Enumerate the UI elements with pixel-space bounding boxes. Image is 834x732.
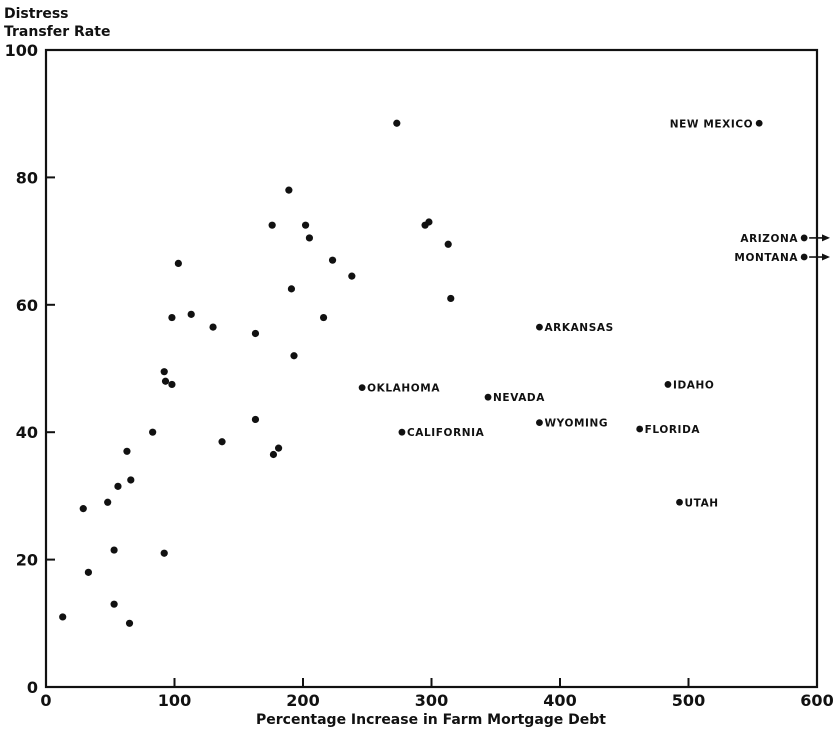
- data-point: [664, 381, 672, 388]
- data-point: [104, 498, 112, 506]
- y-tick-label: 100: [5, 41, 38, 60]
- labeled-point-nevada: NEVADA: [484, 392, 545, 404]
- data-point: [218, 438, 226, 446]
- data-point: [358, 384, 366, 392]
- labeled-point-montana: MONTANA: [734, 252, 830, 264]
- data-point: [160, 368, 168, 376]
- data-point: [114, 482, 122, 490]
- data-point: [398, 428, 406, 436]
- x-tick-label: 500: [672, 691, 705, 710]
- x-tick-label: 400: [543, 691, 576, 710]
- x-tick-label: 600: [800, 691, 833, 710]
- data-point: [285, 186, 293, 194]
- data-point: [149, 428, 157, 436]
- data-point: [168, 313, 176, 322]
- data-point: [251, 329, 260, 338]
- x-axis-title: Percentage Increase in Farm Mortgage Deb…: [256, 712, 606, 728]
- off-scale-arrow-head: [822, 253, 830, 261]
- labeled-points: NEW MEXICO ARIZONA MONTANA ARKANSAS OKLAHOMA…: [358, 118, 830, 509]
- data-point: [444, 240, 452, 248]
- x-tick-label: 300: [415, 691, 448, 710]
- x-tick-label: 200: [286, 691, 319, 710]
- data-point: [319, 313, 328, 322]
- labeled-point-utah: UTAH: [676, 497, 719, 509]
- data-point: [160, 549, 168, 557]
- x-axis-ticks: 0 100 200 300 400 500 600: [40, 678, 834, 710]
- data-point: [636, 425, 644, 433]
- data-point: [755, 119, 763, 127]
- data-point: [290, 352, 298, 360]
- y-tick-label: 0: [27, 678, 38, 697]
- data-point: [800, 234, 808, 242]
- data-point: [676, 498, 683, 506]
- data-point: [274, 444, 283, 452]
- data-point: [174, 259, 182, 267]
- x-tick-label: 100: [158, 691, 191, 710]
- data-point: [110, 600, 118, 608]
- data-point: [536, 323, 543, 331]
- data-point: [447, 294, 455, 303]
- point-label: NEW MEXICO: [670, 118, 753, 130]
- data-point: [123, 447, 131, 455]
- y-tick-label: 20: [16, 551, 38, 570]
- data-point: [425, 218, 433, 226]
- labeled-point-oklahoma: OKLAHOMA: [358, 383, 440, 395]
- y-axis-ticks: 0 20 40 60 80 100: [5, 41, 55, 697]
- data-point: [268, 221, 276, 229]
- data-point: [84, 568, 93, 576]
- data-point: [800, 253, 808, 261]
- y-tick-label: 60: [16, 296, 38, 315]
- data-point: [251, 415, 260, 424]
- labeled-point-wyoming: WYOMING: [536, 418, 608, 430]
- data-point: [348, 272, 356, 280]
- point-label: FLORIDA: [645, 424, 701, 436]
- point-label: CALIFORNIA: [407, 427, 485, 439]
- y-axis-title-line-2: Transfer Rate: [4, 24, 110, 40]
- y-axis-title-line-1: Distress: [4, 6, 69, 22]
- data-point: [59, 613, 67, 621]
- point-label: UTAH: [685, 497, 719, 509]
- point-label: IDAHO: [673, 379, 714, 391]
- data-point: [161, 377, 170, 385]
- labeled-point-california: CALIFORNIA: [398, 427, 485, 439]
- y-axis-title: Distress Transfer Rate: [4, 6, 110, 40]
- y-tick-label: 40: [16, 423, 38, 442]
- data-point: [168, 380, 176, 389]
- data-point: [305, 234, 314, 242]
- data-point: [79, 505, 87, 513]
- x-tick-label: 0: [40, 691, 51, 710]
- y-tick-label: 80: [16, 168, 38, 187]
- labeled-point-arizona: ARIZONA: [740, 233, 830, 245]
- data-point: [301, 221, 310, 229]
- labeled-point-florida: FLORIDA: [636, 424, 700, 436]
- point-label: MONTANA: [734, 252, 798, 264]
- data-point: [209, 323, 217, 331]
- labeled-point-arkansas: ARKANSAS: [536, 322, 613, 334]
- data-point: [110, 546, 118, 554]
- data-point: [484, 393, 492, 401]
- data-point: [328, 256, 337, 264]
- point-label: OKLAHOMA: [367, 383, 440, 395]
- data-point: [269, 450, 278, 459]
- point-label: NEVADA: [493, 392, 545, 404]
- point-label: WYOMING: [544, 418, 608, 430]
- data-point: [536, 419, 543, 427]
- data-point: [127, 476, 135, 484]
- labeled-point-new-mexico: NEW MEXICO: [670, 118, 763, 130]
- labeled-point-idaho: IDAHO: [664, 379, 714, 391]
- point-label: ARKANSAS: [544, 322, 613, 334]
- data-points: [59, 119, 455, 627]
- point-label: ARIZONA: [740, 233, 798, 245]
- plot-frame: [44, 48, 819, 689]
- data-point: [125, 619, 134, 627]
- off-scale-arrow-head: [822, 234, 830, 242]
- data-point: [187, 310, 195, 318]
- data-point: [287, 285, 296, 293]
- data-point: [393, 119, 401, 127]
